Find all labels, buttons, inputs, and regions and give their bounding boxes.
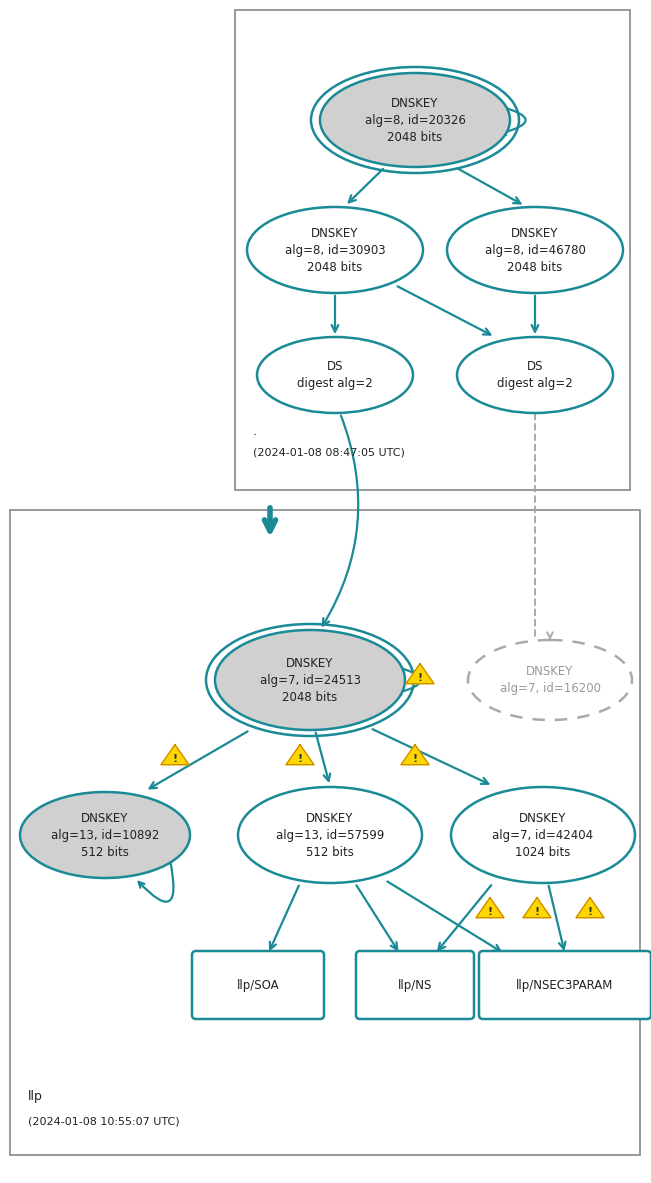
Ellipse shape — [215, 631, 405, 730]
Text: !: ! — [298, 754, 303, 764]
Text: DNSKEY
alg=8, id=30903
2048 bits: DNSKEY alg=8, id=30903 2048 bits — [284, 226, 385, 273]
Text: !: ! — [417, 673, 422, 683]
Bar — [235, 9, 630, 490]
Text: llp/SOA: llp/SOA — [237, 978, 279, 991]
Ellipse shape — [320, 73, 510, 167]
Polygon shape — [523, 898, 551, 918]
Text: DS
digest alg=2: DS digest alg=2 — [497, 360, 573, 390]
Text: !: ! — [173, 754, 178, 764]
FancyBboxPatch shape — [356, 951, 474, 1019]
Text: .: . — [253, 425, 257, 438]
Text: !: ! — [534, 907, 540, 917]
Text: DNSKEY
alg=7, id=24513
2048 bits: DNSKEY alg=7, id=24513 2048 bits — [260, 657, 361, 704]
Text: DS
digest alg=2: DS digest alg=2 — [297, 360, 373, 390]
Ellipse shape — [257, 337, 413, 413]
FancyBboxPatch shape — [479, 951, 651, 1019]
Text: DNSKEY
alg=7, id=16200: DNSKEY alg=7, id=16200 — [499, 665, 600, 694]
Polygon shape — [161, 744, 189, 764]
Polygon shape — [476, 898, 504, 918]
Text: (2024-01-08 08:47:05 UTC): (2024-01-08 08:47:05 UTC) — [253, 447, 405, 457]
Polygon shape — [401, 744, 429, 764]
Polygon shape — [576, 898, 604, 918]
Text: llp/NSEC3PARAM: llp/NSEC3PARAM — [516, 978, 614, 991]
Text: !: ! — [587, 907, 592, 917]
Text: llp: llp — [28, 1090, 43, 1103]
Polygon shape — [406, 664, 434, 684]
Bar — [10, 510, 640, 1155]
Ellipse shape — [457, 337, 613, 413]
Ellipse shape — [20, 791, 190, 878]
Ellipse shape — [247, 207, 423, 293]
Text: !: ! — [488, 907, 493, 917]
Text: DNSKEY
alg=8, id=46780
2048 bits: DNSKEY alg=8, id=46780 2048 bits — [484, 226, 585, 273]
Ellipse shape — [238, 787, 422, 883]
Text: !: ! — [413, 754, 417, 764]
Text: (2024-01-08 10:55:07 UTC): (2024-01-08 10:55:07 UTC) — [28, 1117, 180, 1127]
FancyBboxPatch shape — [192, 951, 324, 1019]
Text: DNSKEY
alg=8, id=20326
2048 bits: DNSKEY alg=8, id=20326 2048 bits — [365, 97, 465, 143]
Ellipse shape — [447, 207, 623, 293]
Text: DNSKEY
alg=13, id=57599
512 bits: DNSKEY alg=13, id=57599 512 bits — [276, 812, 384, 859]
Polygon shape — [286, 744, 314, 764]
Text: llp/NS: llp/NS — [398, 978, 432, 991]
Ellipse shape — [451, 787, 635, 883]
Ellipse shape — [468, 640, 632, 720]
Text: DNSKEY
alg=13, id=10892
512 bits: DNSKEY alg=13, id=10892 512 bits — [51, 812, 159, 859]
Text: DNSKEY
alg=7, id=42404
1024 bits: DNSKEY alg=7, id=42404 1024 bits — [492, 812, 594, 859]
